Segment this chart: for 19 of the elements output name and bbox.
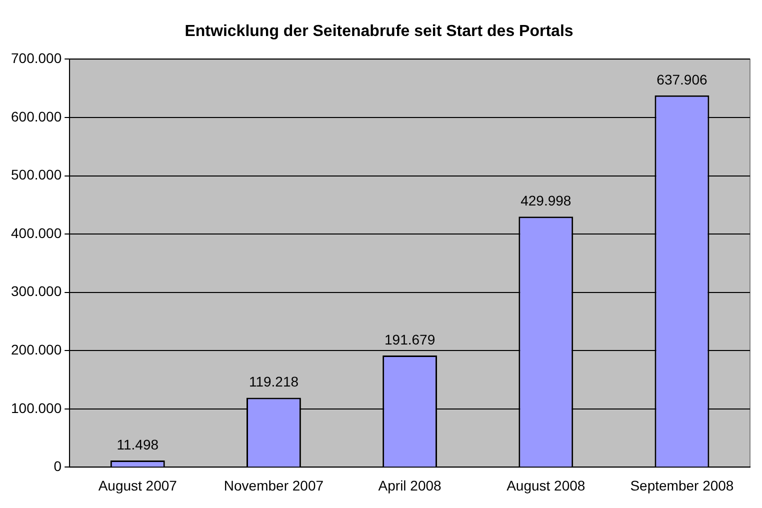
x-tick-label: September 2008 [630, 477, 734, 494]
data-label: 191.679 [384, 331, 436, 348]
y-tick-label: 400.000 [10, 224, 62, 241]
y-tick-label: 200.000 [10, 341, 62, 358]
data-label: 119.218 [248, 374, 299, 390]
y-tick-label: 300.000 [10, 283, 62, 300]
data-label: 429.998 [520, 192, 572, 208]
x-tick-label: November 2007 [224, 477, 324, 494]
y-tick-label: 100.000 [10, 400, 62, 416]
chart-title: Entwicklung der Seitenabrufe seit Start des Portals [184, 23, 574, 40]
data-label: 637.906 [656, 71, 708, 88]
x-tick-label: August 2008 [506, 477, 586, 494]
x-tick-label: August 2007 [98, 477, 178, 494]
y-tick-label: 0 [54, 458, 62, 474]
data-label: 11.498 [116, 436, 159, 452]
y-tick-label: 700.000 [10, 50, 62, 66]
y-tick-label: 500.000 [10, 166, 62, 183]
y-tick-label: 600.000 [10, 108, 62, 124]
x-tick-label: April 2008 [378, 477, 442, 494]
